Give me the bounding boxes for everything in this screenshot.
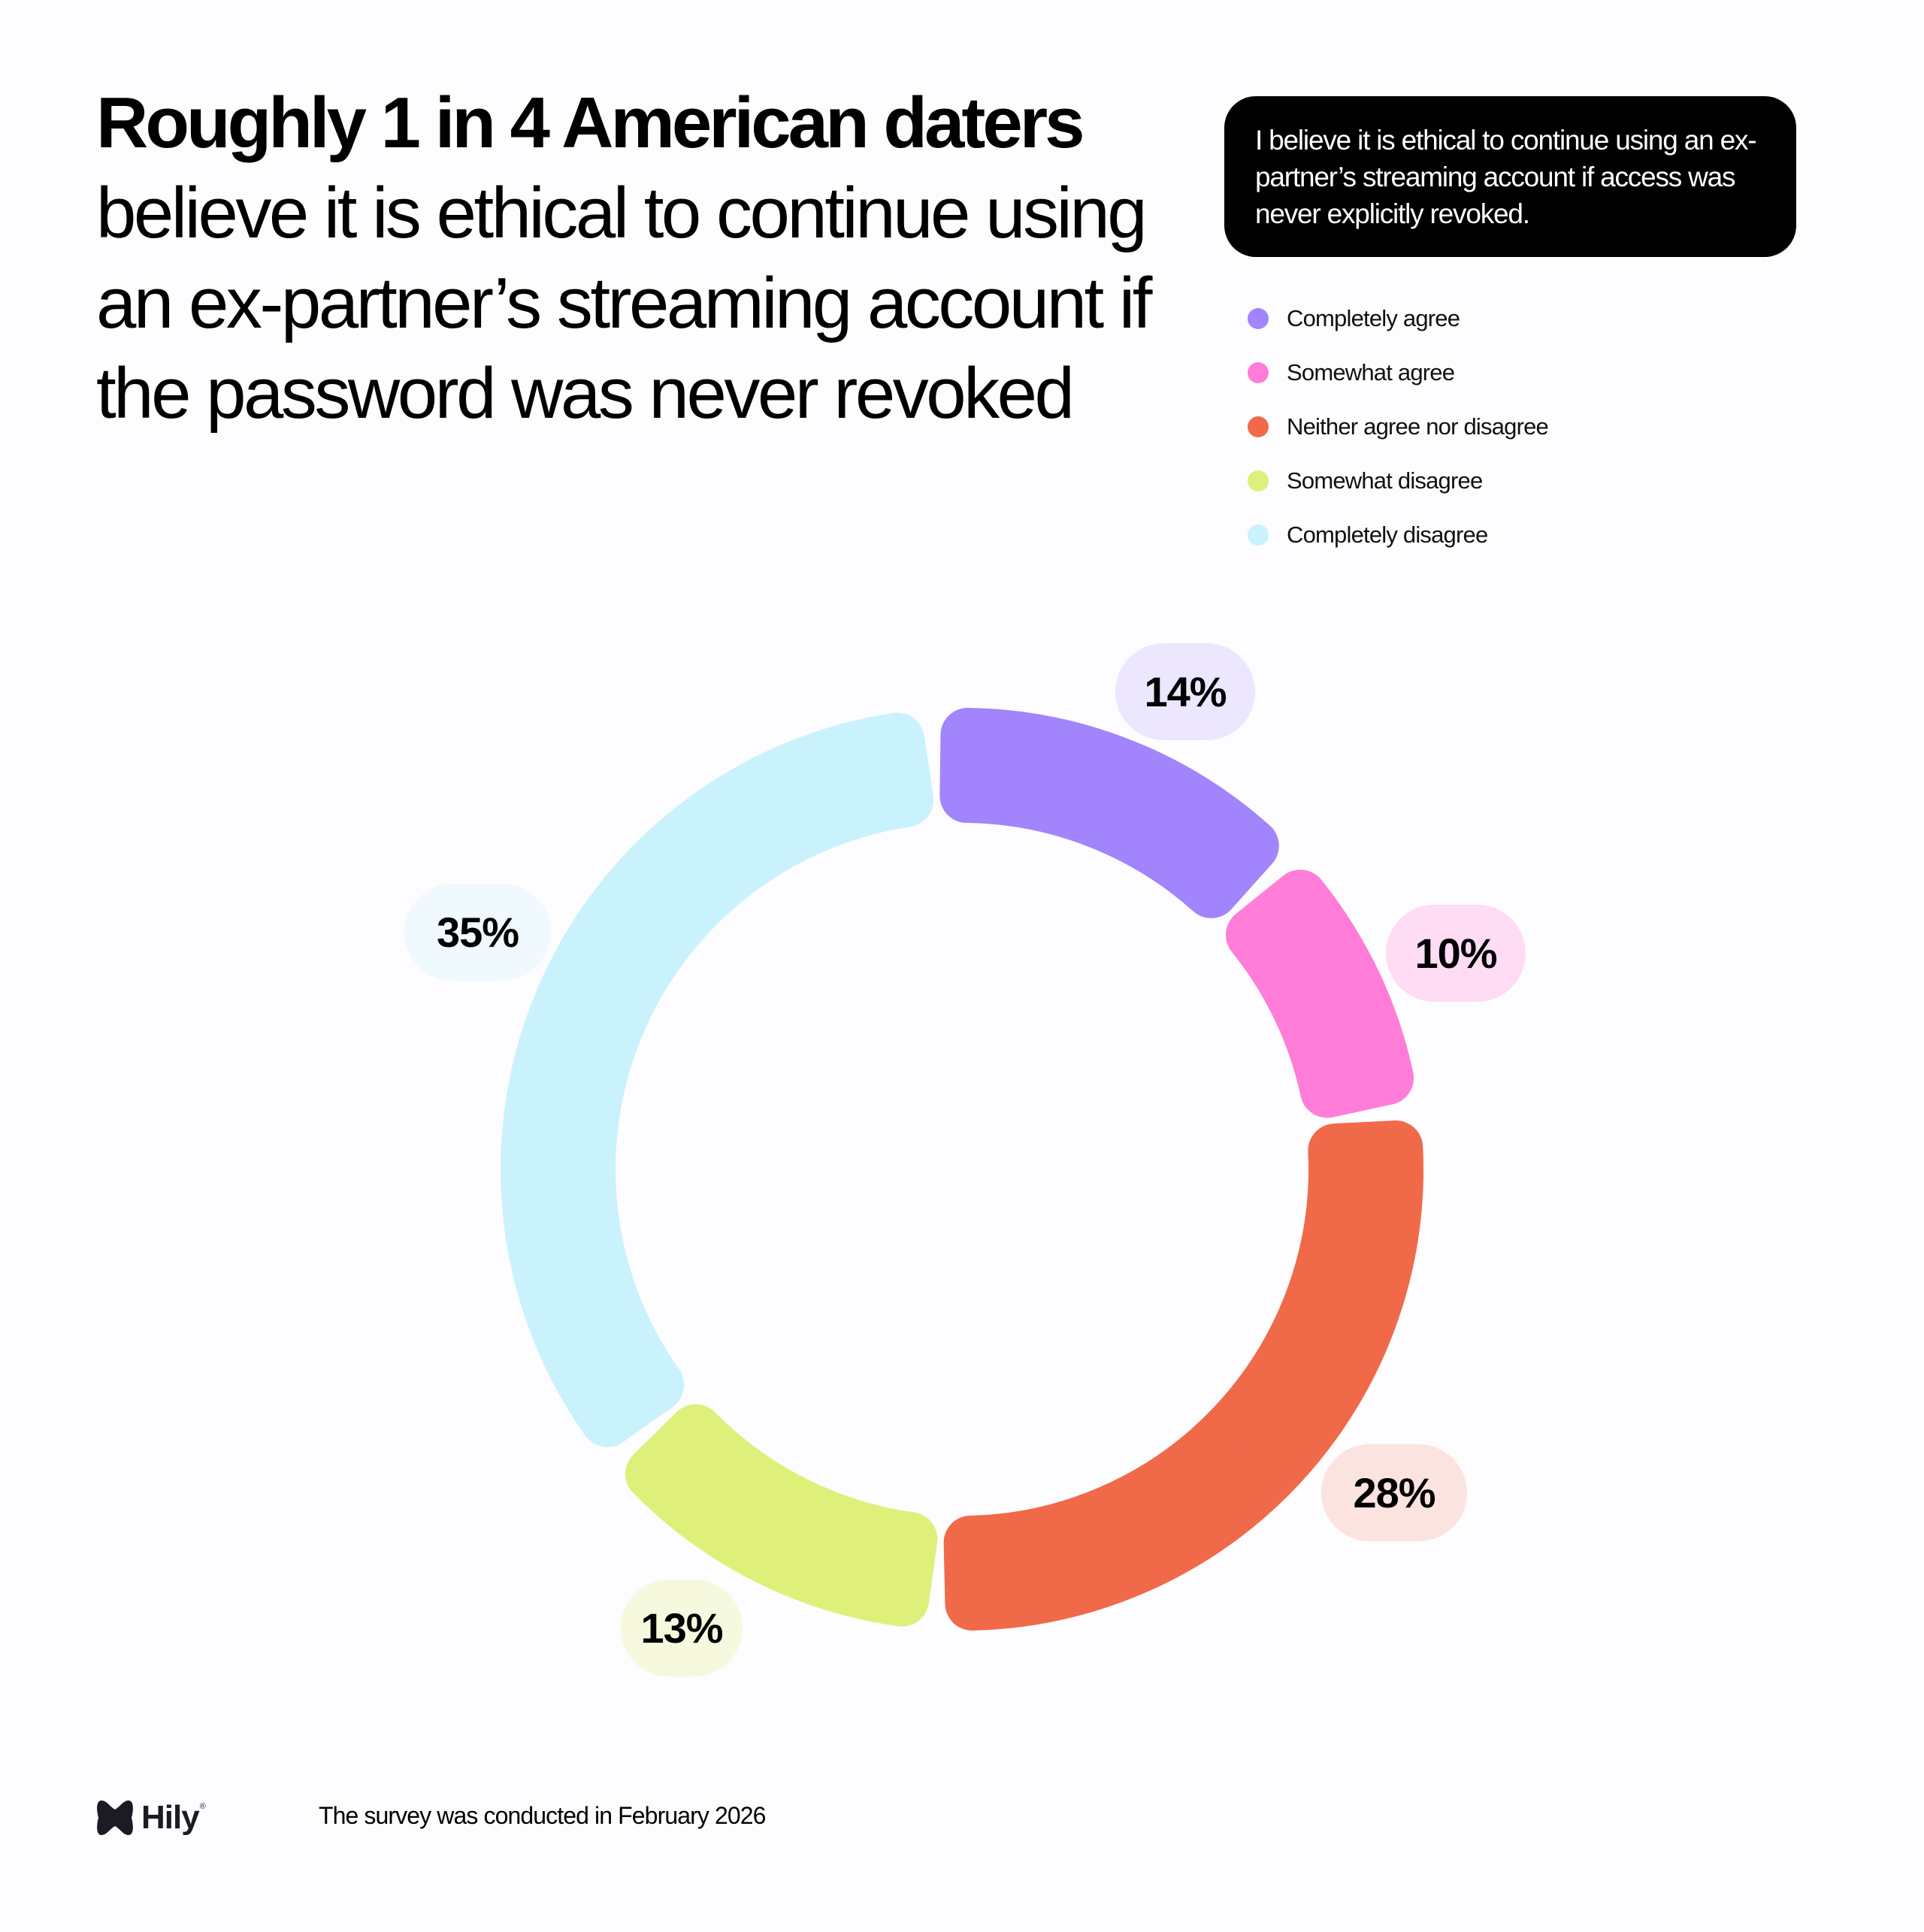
pct-value: 10% <box>1414 930 1497 977</box>
headline-bold: Roughly 1 in 4 American daters <box>96 83 1085 163</box>
pct-label-somewhat-disagree: 13% <box>621 1580 743 1677</box>
legend-dot-icon <box>1248 525 1269 546</box>
headline: Roughly 1 in 4 American daters believe i… <box>96 78 1178 439</box>
legend-dot-icon <box>1248 308 1269 329</box>
pct-value: 35% <box>436 909 519 956</box>
pct-label-completely-disagree: 35% <box>404 884 551 981</box>
pct-value: 28% <box>1353 1469 1435 1516</box>
legend-dot-icon <box>1248 416 1269 437</box>
pct-value: 14% <box>1144 668 1227 715</box>
donut-segment-neither-agree-nor-disagree <box>943 1120 1423 1631</box>
legend-label: Neither agree nor disagree <box>1287 413 1549 440</box>
legend: Completely agree Somewhat agree Neither … <box>1248 292 1549 562</box>
registered-mark: ® <box>199 1802 206 1811</box>
hily-logo: Hily ® <box>96 1799 206 1837</box>
pct-label-completely-agree: 14% <box>1115 643 1255 740</box>
legend-item-neither: Neither agree nor disagree <box>1248 400 1549 454</box>
donut-segment-completely-disagree <box>501 712 934 1447</box>
legend-item-completely-agree: Completely agree <box>1248 292 1548 346</box>
legend-item-somewhat-agree: Somewhat agree <box>1248 346 1548 400</box>
brand-name: Hily <box>141 1799 200 1836</box>
legend-item-completely-disagree: Completely disagree <box>1248 508 1548 562</box>
hily-logo-icon <box>97 1800 133 1835</box>
question-text: I believe it is ethical to continue usin… <box>1255 125 1757 229</box>
survey-note: The survey was conducted in February 202… <box>319 1802 766 1829</box>
pct-value: 13% <box>640 1604 723 1652</box>
pct-label-neither: 28% <box>1321 1444 1467 1541</box>
question-box: I believe it is ethical to continue usin… <box>1224 96 1796 257</box>
headline-rest: believe it is ethical to continue using … <box>96 173 1152 434</box>
legend-dot-icon <box>1248 362 1269 383</box>
donut-segment-somewhat-agree <box>1225 869 1414 1118</box>
legend-label: Completely disagree <box>1287 522 1488 548</box>
legend-label: Somewhat disagree <box>1287 467 1483 494</box>
legend-item-somewhat-disagree: Somewhat disagree <box>1248 454 1548 508</box>
legend-label: Completely agree <box>1287 305 1460 331</box>
donut-segment-somewhat-disagree <box>625 1404 938 1627</box>
donut-segments <box>501 708 1423 1631</box>
legend-label: Somewhat agree <box>1287 359 1455 385</box>
legend-dot-icon <box>1248 470 1269 491</box>
pct-label-somewhat-agree: 10% <box>1386 905 1526 1002</box>
donut-segment-completely-agree <box>939 708 1279 918</box>
